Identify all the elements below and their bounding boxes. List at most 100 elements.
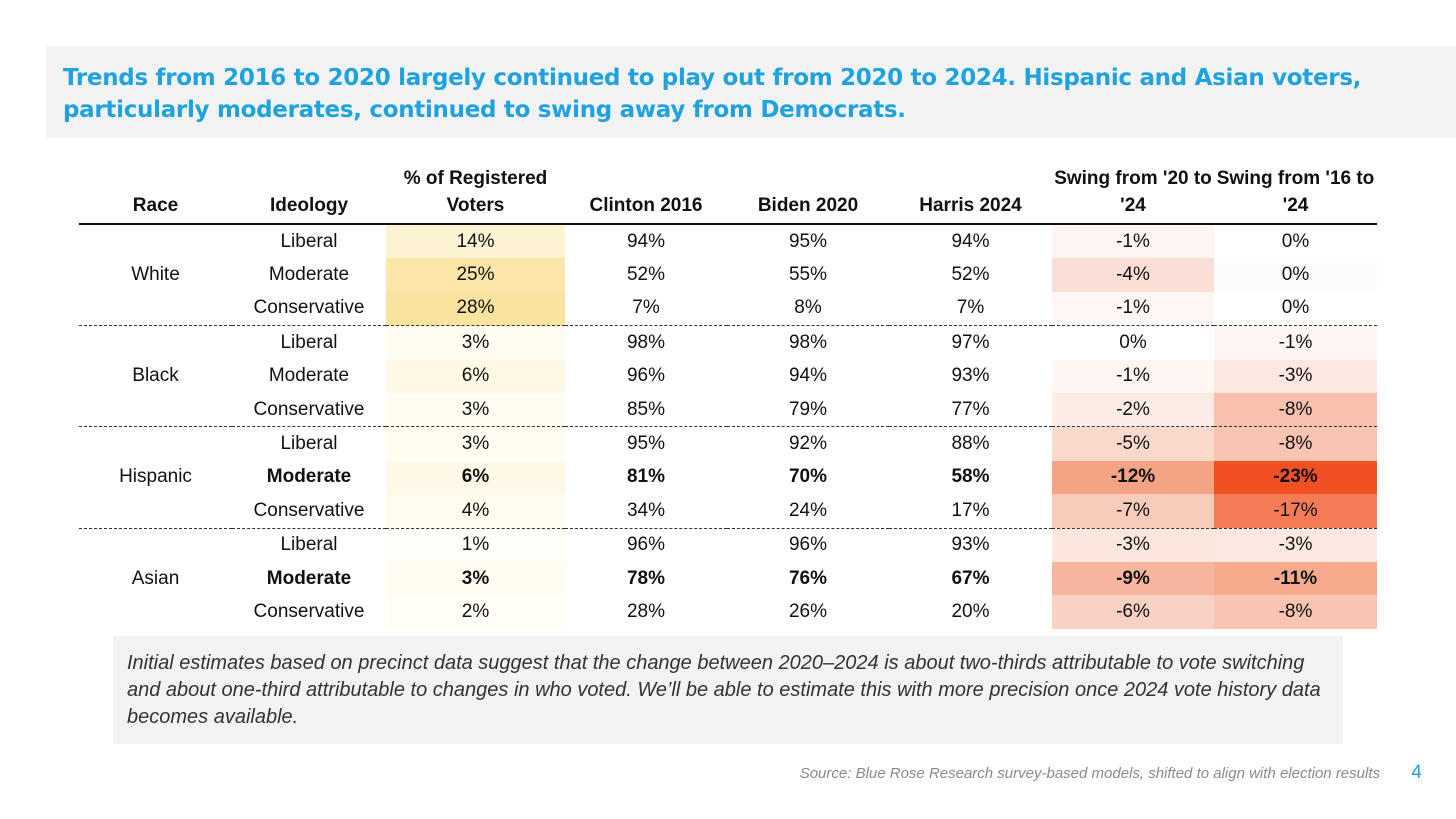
page-number: 4 bbox=[1411, 762, 1422, 783]
harris-2024-cell: 93% bbox=[889, 527, 1052, 562]
swing-16-24-cell: -23% bbox=[1214, 460, 1377, 495]
header-biden-2020: Biden 2020 bbox=[727, 162, 889, 225]
swing-20-24-cell: -3% bbox=[1052, 527, 1214, 562]
table-row: White Liberal 14% 94% 95% 94% -1% 0% bbox=[79, 224, 1377, 285]
clinton-2016-cell: 96% bbox=[565, 527, 727, 562]
race-cell: White bbox=[131, 264, 180, 286]
swing-16-24-cell: 0% bbox=[1214, 258, 1377, 292]
clinton-2016-cell: 81% bbox=[626, 466, 666, 488]
harris-2024-cell: 67% bbox=[951, 567, 990, 589]
biden-2020-cell: 92% bbox=[727, 426, 889, 461]
swing-20-24-cell: -9% bbox=[1052, 561, 1214, 596]
ideology-cell: Liberal bbox=[280, 230, 338, 252]
registered-voters-cell: 4% bbox=[386, 494, 565, 529]
race-cell: Black bbox=[79, 325, 232, 427]
swing-16-24-cell: -8% bbox=[1214, 392, 1377, 427]
biden-2020-cell: 55% bbox=[788, 264, 828, 286]
harris-2024-cell: 77% bbox=[951, 398, 990, 420]
ideology-cell: Liberal bbox=[232, 527, 386, 562]
table-row: Asian Liberal 1% 96% 96% 93% -3% -3% bbox=[79, 527, 1377, 629]
swing-20-24-cell: -4% bbox=[1052, 258, 1214, 292]
swing-16-24-cell: -1% bbox=[1214, 325, 1377, 360]
registered-voters-cell: 14% bbox=[386, 224, 565, 259]
table-row: Moderate 25% 52% 55% 52% -4% 0% bbox=[79, 258, 1377, 292]
race-cell: Asian bbox=[79, 527, 232, 629]
clinton-2016-cell: 96% bbox=[626, 365, 666, 387]
swing-20-24-cell: -1% bbox=[1052, 291, 1214, 326]
biden-2020-cell: 98% bbox=[727, 325, 889, 360]
swing-16-24-cell: -8% bbox=[1214, 426, 1377, 461]
ideology-cell: Conservative bbox=[253, 398, 365, 420]
harris-2024-cell: 17% bbox=[951, 499, 990, 521]
clinton-2016-cell: 95% bbox=[565, 426, 727, 461]
table-row: Black Liberal 3% 98% 98% 97% 0% -1% bbox=[79, 325, 1377, 427]
race-cell: Hispanic bbox=[79, 426, 232, 529]
clinton-2016-cell: 78% bbox=[626, 567, 666, 589]
ideology-cell: Conservative bbox=[253, 499, 365, 521]
biden-2020-cell: 96% bbox=[727, 527, 889, 562]
harris-2024-cell: 88% bbox=[889, 426, 1052, 461]
ideology-cell: Conservative bbox=[253, 600, 365, 622]
biden-2020-cell: 8% bbox=[794, 297, 822, 319]
registered-voters-cell: 6% bbox=[386, 359, 565, 393]
table-body: White Liberal 14% 94% 95% 94% -1% 0% Moderate 25%… bbox=[79, 224, 1377, 629]
table-row: Moderate 6% 81% 70% 58% -12% -23% bbox=[79, 460, 1377, 495]
registered-voters-cell: 2% bbox=[386, 595, 565, 629]
swing-16-24-cell: -3% bbox=[1214, 527, 1377, 562]
swing-20-24-cell: -1% bbox=[1052, 224, 1214, 259]
table-row: Hispanic Liberal 3% 95% 92% 88% -5% -8% bbox=[79, 426, 1377, 529]
registered-voters-cell: 28% bbox=[386, 291, 565, 326]
voter-trends-table: Race Ideology % of Registered Voters Cli… bbox=[79, 162, 1377, 629]
clinton-2016-cell: 85% bbox=[626, 398, 666, 420]
table-row: Conservative 28% 7% 8% 7% -1% 0% bbox=[79, 291, 1377, 326]
source-citation: Source: Blue Rose Research survey-based … bbox=[799, 765, 1380, 782]
registered-voters-cell: 25% bbox=[386, 258, 565, 292]
note-box: Initial estimates based on precinct data… bbox=[113, 636, 1343, 744]
registered-voters-cell: 3% bbox=[386, 392, 565, 427]
swing-16-24-cell: -17% bbox=[1214, 494, 1377, 529]
note-text: Initial estimates based on precinct data… bbox=[127, 652, 1321, 728]
header-swing-16-24: Swing from '16 to '24 bbox=[1214, 162, 1377, 225]
clinton-2016-cell: 98% bbox=[565, 325, 727, 360]
table-row: Conservative 4% 34% 24% 17% -7% -17% bbox=[79, 494, 1377, 529]
swing-20-24-cell: -12% bbox=[1052, 460, 1214, 495]
biden-2020-cell: 70% bbox=[788, 466, 828, 488]
harris-2024-cell: 52% bbox=[951, 264, 990, 286]
swing-16-24-cell: 0% bbox=[1214, 291, 1377, 326]
biden-2020-cell: 95% bbox=[788, 230, 828, 252]
biden-2020-cell: 94% bbox=[788, 365, 828, 387]
biden-2020-cell: 79% bbox=[788, 398, 828, 420]
header-ideology: Ideology bbox=[232, 162, 386, 225]
harris-2024-cell: 58% bbox=[951, 466, 990, 488]
biden-2020-cell: 26% bbox=[788, 600, 828, 622]
harris-2024-cell: 97% bbox=[889, 325, 1052, 360]
header-registered-voters: % of Registered Voters bbox=[386, 162, 565, 225]
clinton-2016-cell: 52% bbox=[626, 264, 666, 286]
biden-2020-cell: 76% bbox=[788, 567, 828, 589]
swing-16-24-cell: -8% bbox=[1214, 595, 1377, 629]
ideology-cell: Moderate bbox=[266, 466, 352, 488]
header-swing-20-24: Swing from '20 to '24 bbox=[1052, 162, 1214, 225]
harris-2024-cell: 93% bbox=[951, 365, 990, 387]
biden-2020-cell: 24% bbox=[788, 499, 828, 521]
harris-2024-cell: 94% bbox=[951, 230, 990, 252]
ideology-cell: Moderate bbox=[266, 567, 352, 589]
registered-voters-cell: 1% bbox=[386, 527, 565, 562]
table-header-row: Race Ideology % of Registered Voters Cli… bbox=[79, 162, 1377, 225]
header-race: Race bbox=[79, 162, 232, 225]
header-clinton-2016: Clinton 2016 bbox=[565, 162, 727, 225]
swing-20-24-cell: -1% bbox=[1052, 359, 1214, 393]
registered-voters-cell: 3% bbox=[386, 325, 565, 360]
table-row: Conservative 2% 28% 26% 20% -6% -8% bbox=[79, 595, 1377, 629]
swing-16-24-cell: 0% bbox=[1214, 224, 1377, 259]
table-row: Moderate 3% 78% 76% 67% -9% -11% bbox=[79, 561, 1377, 596]
clinton-2016-cell: 28% bbox=[626, 600, 666, 622]
swing-16-24-cell: -11% bbox=[1214, 561, 1377, 596]
table-row: Moderate 6% 96% 94% 93% -1% -3% bbox=[79, 359, 1377, 393]
header-harris-2024: Harris 2024 bbox=[889, 162, 1052, 225]
registered-voters-cell: 3% bbox=[386, 561, 565, 596]
swing-20-24-cell: -5% bbox=[1052, 426, 1214, 461]
ideology-cell: Moderate bbox=[268, 365, 350, 387]
clinton-2016-cell: 34% bbox=[626, 499, 666, 521]
ideology-cell: Moderate bbox=[268, 264, 350, 286]
